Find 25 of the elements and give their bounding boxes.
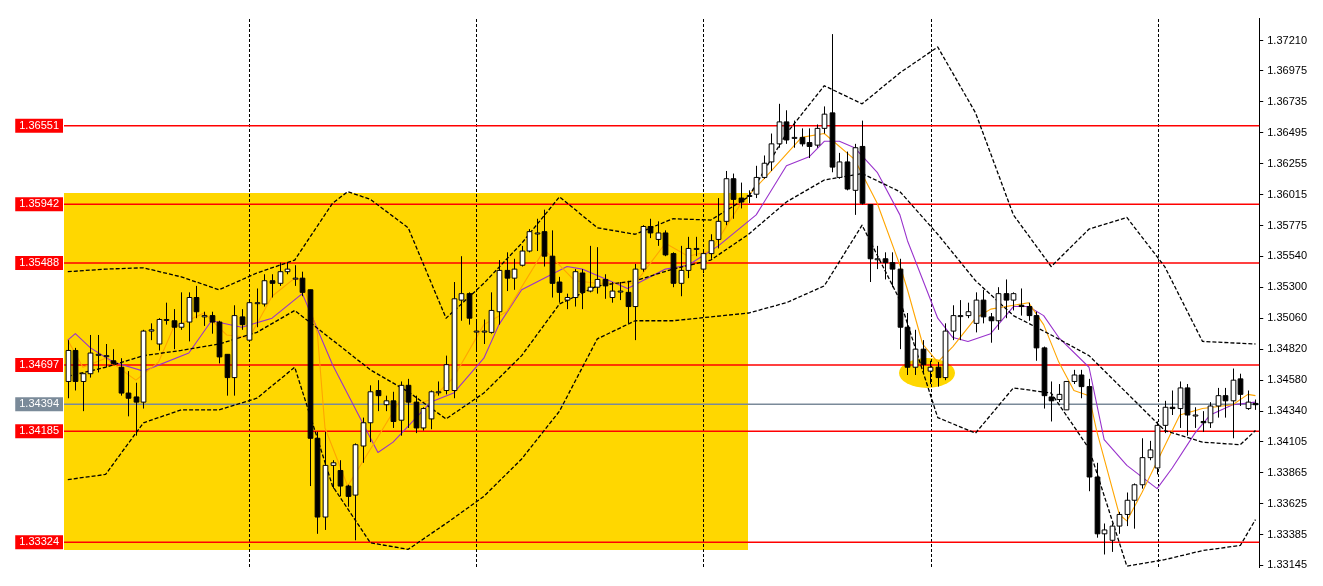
y-tick-label: 1.36015 [1267, 187, 1307, 200]
ref-line-label: 1.35942 [19, 197, 59, 210]
y-tick-label: 1.34105 [1267, 434, 1307, 447]
y-tick-label: 1.35775 [1267, 218, 1307, 231]
y-tick-label: 1.36495 [1267, 125, 1307, 138]
y-tick-label: 1.35540 [1267, 249, 1307, 262]
ref-line-label: 1.35488 [19, 255, 59, 268]
ref-line-label: 1.34394 [19, 397, 59, 410]
ref-line-label: 1.34185 [19, 424, 59, 437]
ref-line-label: 1.36551 [19, 118, 59, 131]
y-tick-label: 1.33145 [1267, 558, 1307, 571]
ref-line-label: 1.33324 [19, 535, 59, 548]
y-tick-label: 1.35300 [1267, 280, 1307, 293]
y-tick-label: 1.33385 [1267, 527, 1307, 540]
y-tick-label: 1.36255 [1267, 156, 1307, 169]
y-tick-label: 1.37210 [1267, 33, 1307, 46]
y-tick-label: 1.35060 [1267, 311, 1307, 324]
y-tick-label: 1.34820 [1267, 342, 1307, 355]
ref-line-label: 1.34697 [19, 358, 59, 371]
y-tick-label: 1.34580 [1267, 373, 1307, 386]
y-tick-label: 1.36735 [1267, 94, 1307, 107]
y-tick-label: 1.34340 [1267, 404, 1307, 417]
y-tick-label: 1.36975 [1267, 63, 1307, 76]
y-tick-label: 1.33625 [1267, 496, 1307, 509]
y-tick-label: 1.33865 [1267, 465, 1307, 478]
